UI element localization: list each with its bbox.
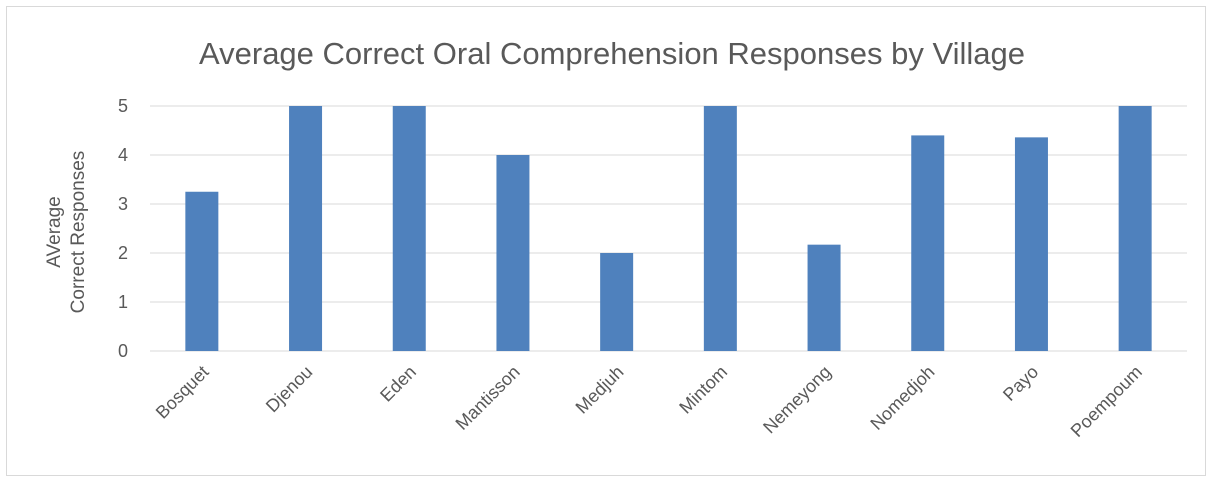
y-axis-label-line-1: AVerage bbox=[44, 196, 65, 267]
y-tick-labels: 0 1 2 3 4 5 bbox=[118, 96, 128, 361]
y-tick-label: 2 bbox=[118, 243, 128, 263]
bar-poempoum bbox=[1118, 106, 1152, 351]
bar-mintom bbox=[703, 106, 737, 351]
y-tick-label: 4 bbox=[118, 145, 128, 165]
bar-payo bbox=[1014, 137, 1048, 351]
gridlines bbox=[150, 105, 1187, 352]
x-tick-label-mintom: Mintom bbox=[675, 362, 731, 418]
bar-nomedjoh bbox=[911, 135, 945, 351]
x-tick-label-poempoum: Poempoum bbox=[1067, 362, 1146, 441]
y-tick-label: 3 bbox=[118, 194, 128, 214]
x-tick-label-medjuh: Medjuh bbox=[572, 362, 628, 418]
y-axis-label: AVerage Correct Responses bbox=[44, 151, 89, 314]
bar-nemeyong bbox=[807, 244, 841, 351]
y-tick-label: 0 bbox=[118, 341, 128, 361]
bar-bosquet bbox=[185, 191, 219, 351]
bar-medjuh bbox=[600, 253, 634, 351]
bars bbox=[185, 106, 1152, 351]
x-tick-labels: Bosquet Djenou Eden Mantisson Medjuh Mintom Ne… bbox=[152, 362, 1146, 441]
x-tick-label-nemeyong: Nemeyong bbox=[759, 362, 835, 438]
bar-eden bbox=[392, 106, 426, 351]
x-tick-label-djenou: Djenou bbox=[262, 362, 316, 416]
chart-frame: Average Correct Oral Comprehension Respo… bbox=[6, 6, 1206, 476]
x-tick-label-mantisson: Mantisson bbox=[452, 362, 524, 434]
x-tick-label-eden: Eden bbox=[376, 362, 420, 406]
x-tick-label-bosquet: Bosquet bbox=[152, 362, 213, 423]
y-axis-label-line-2: Correct Responses bbox=[68, 151, 89, 314]
y-tick-label: 1 bbox=[118, 292, 128, 312]
y-tick-label: 5 bbox=[118, 96, 128, 116]
bar-djenou bbox=[289, 106, 323, 351]
chart-title: Average Correct Oral Comprehension Respo… bbox=[199, 36, 1025, 71]
x-tick-label-payo: Payo bbox=[999, 362, 1042, 405]
x-tick-label-nomedjoh: Nomedjoh bbox=[866, 362, 938, 434]
bar-chart: Average Correct Oral Comprehension Respo… bbox=[44, 36, 1187, 441]
bar-mantisson bbox=[496, 155, 530, 351]
